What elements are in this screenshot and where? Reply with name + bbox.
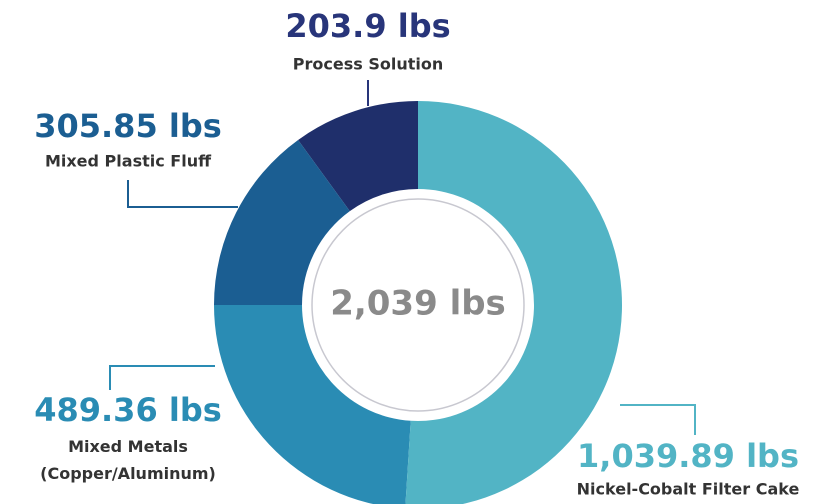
- value-label: 1,039.89 lbs: [577, 437, 799, 475]
- leader-line: [620, 404, 696, 435]
- center-ring: [311, 198, 525, 412]
- category-label: Mixed Metals (Copper/Aluminum): [40, 437, 216, 483]
- value-label: 489.36 lbs: [34, 391, 222, 429]
- value-label: 305.85 lbs: [34, 107, 222, 145]
- donut-slice: [405, 101, 623, 504]
- leader-line: [127, 180, 238, 208]
- leader-line: [109, 365, 215, 390]
- center-label: 2,039 lbs: [330, 284, 506, 324]
- category-label: Mixed Plastic Fluff: [45, 152, 212, 171]
- donut-slice: [214, 305, 411, 504]
- donut-slice: [298, 101, 418, 212]
- labels: 1,039.89 lbs Nickel-Cobalt Filter Cake 489…: [34, 7, 799, 499]
- category-label: Process Solution: [293, 55, 443, 74]
- donut-slice: [214, 139, 350, 305]
- value-label: 203.9 lbs: [285, 7, 450, 45]
- category-label: Nickel-Cobalt Filter Cake: [577, 480, 800, 499]
